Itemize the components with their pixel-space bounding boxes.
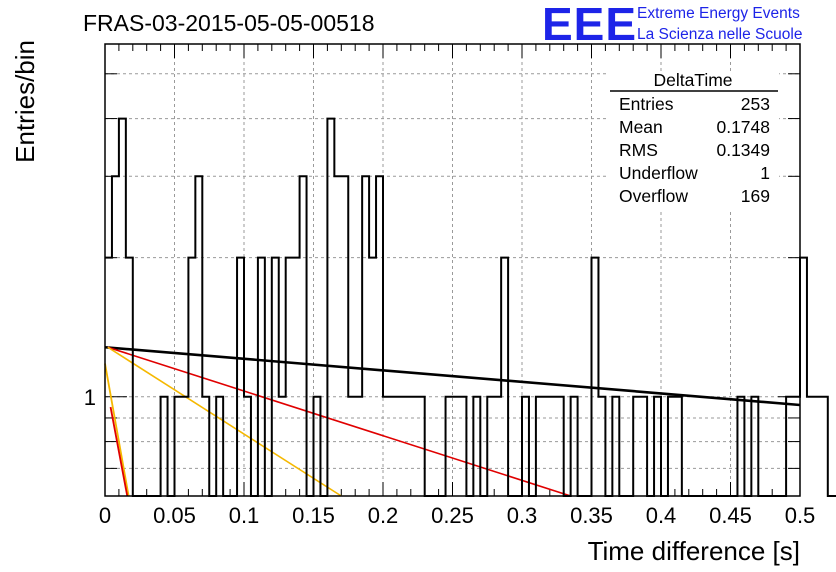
stats-value: 1 — [760, 163, 770, 183]
logo-line2: La Scienza nelle Scuole — [637, 26, 802, 43]
fit-line — [107, 346, 571, 497]
plot-frame — [104, 43, 801, 497]
x-tick-labels: 0 0.05 0.1 0.15 0.2 0.25 0.3 0.35 0.4 0.45 0.5 — [99, 503, 815, 528]
x-tick-label: 0.4 — [646, 503, 677, 528]
y-tick-labels: 1 — [84, 385, 96, 410]
y-axis-label: Entries/bin — [10, 40, 40, 163]
stats-label: Overflow — [619, 186, 688, 206]
x-tick-label: 0.2 — [368, 503, 399, 528]
x-axis-label: Time difference [s] — [588, 536, 800, 566]
chart-title: FRAS-03-2015-05-05-00518 — [83, 10, 375, 36]
fit-line — [104, 345, 801, 407]
x-tick-label: 0.3 — [507, 503, 538, 528]
logo-text: EEE — [542, 0, 637, 50]
fit-line — [109, 406, 129, 497]
x-tick-label: 0.35 — [570, 503, 613, 528]
fit-line — [104, 363, 130, 497]
stats-value: 253 — [741, 94, 770, 114]
y-tick-label: 1 — [84, 385, 96, 410]
histogram-step-line — [105, 117, 836, 497]
x-tick-label: 0.45 — [709, 503, 752, 528]
stats-value: 0.1349 — [716, 140, 770, 160]
logo-line1: Extreme Energy Events — [637, 5, 800, 22]
stats-label: Entries — [619, 94, 674, 114]
x-tick-label: 0.1 — [229, 503, 260, 528]
stats-rows: Entries 253 Mean 0.1748 RMS 0.1349 Underflow 1 O… — [619, 94, 770, 206]
x-tick-label: 0.15 — [292, 503, 335, 528]
stats-label: Underflow — [619, 163, 698, 183]
x-tick-label: 0.05 — [153, 503, 196, 528]
stats-value: 0.1748 — [716, 117, 770, 137]
stats-value: 169 — [741, 186, 770, 206]
stats-label: Mean — [619, 117, 663, 137]
stats-box: DeltaTime Entries 253 Mean 0.1748 RMS 0.1349 U… — [607, 70, 779, 212]
fit-line — [107, 346, 342, 497]
eee-logo: EEE Extreme Energy Events La Scienza nel… — [542, 0, 802, 50]
stats-label: RMS — [619, 140, 658, 160]
stats-box-bg — [607, 72, 779, 212]
x-tick-label: 0 — [99, 503, 111, 528]
x-tick-label: 0.5 — [785, 503, 816, 528]
fit-curves — [104, 345, 801, 497]
x-tick-label: 0.25 — [431, 503, 474, 528]
stats-title: DeltaTime — [653, 70, 732, 90]
